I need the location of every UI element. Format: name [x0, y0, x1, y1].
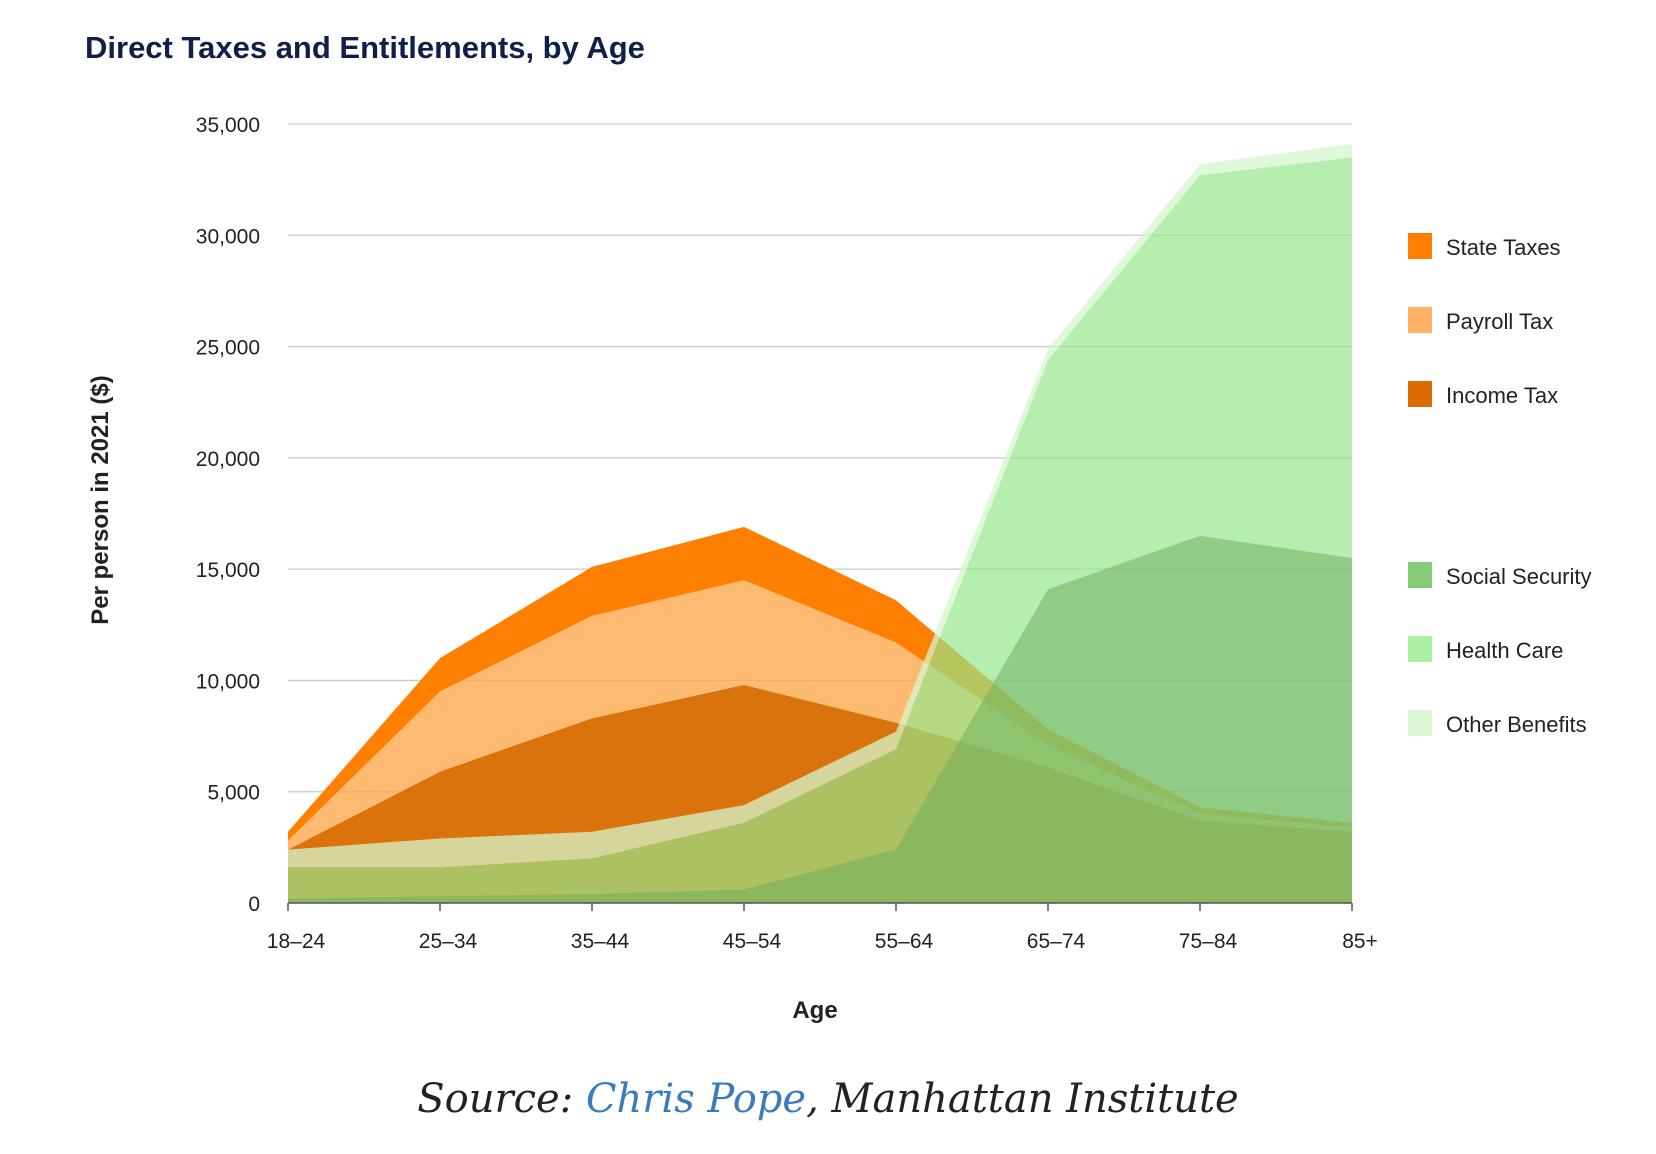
y-tick-label: 5,000 [207, 782, 260, 805]
legend-label-social-security: Social Security [1446, 564, 1592, 589]
legend-swatch-income-tax [1408, 381, 1432, 407]
y-tick-label: 30,000 [196, 225, 260, 248]
y-axis-title: Per person in 2021 ($) [87, 375, 114, 624]
legend-swatch-other-benefits [1408, 710, 1432, 736]
legend-label-state-taxes: State Taxes [1446, 235, 1561, 260]
y-axis-ticks: 0 5,000 10,000 15,000 20,000 25,000 30,000 35,0… [196, 114, 260, 916]
legend-label-payroll-tax: Payroll Tax [1446, 309, 1553, 334]
plot-areas [288, 144, 1352, 903]
source-prefix: Source: [417, 1076, 586, 1122]
x-tick-label: 45–54 [723, 930, 782, 953]
legend-label-health-care: Health Care [1446, 638, 1563, 663]
legend-label-other-benefits: Other Benefits [1446, 712, 1587, 737]
chart-title: Direct Taxes and Entitlements, by Age [85, 30, 645, 65]
y-tick-label: 35,000 [196, 114, 260, 137]
x-tick-label: 25–34 [419, 930, 478, 953]
x-tick-label: 35–44 [571, 930, 630, 953]
y-tick-label: 10,000 [196, 670, 260, 693]
y-tick-label: 15,000 [196, 559, 260, 582]
x-tick-label: 55–64 [875, 930, 934, 953]
legend-swatch-social-security [1408, 562, 1432, 588]
legend: State Taxes Payroll Tax Income Tax Social S… [1408, 233, 1592, 737]
source-author-link[interactable]: Chris Pope [586, 1076, 806, 1122]
legend-swatch-state-taxes [1408, 233, 1432, 259]
legend-swatch-health-care [1408, 636, 1432, 662]
x-tick-label: 85+ [1342, 930, 1378, 953]
y-tick-label: 0 [248, 893, 260, 916]
x-tick-label: 75–84 [1179, 930, 1238, 953]
x-axis: 18–24 25–34 35–44 45–54 55–64 65–74 75–84 85+ [267, 902, 1378, 953]
area-social-security [288, 535, 1352, 903]
source-caption: Source: Chris Pope, Manhattan Institute [417, 1076, 1238, 1122]
x-tick-label: 65–74 [1027, 930, 1086, 953]
y-tick-label: 25,000 [196, 337, 260, 360]
legend-swatch-payroll-tax [1408, 307, 1432, 333]
area-payroll-tax [288, 580, 1352, 850]
x-tick-label: 18–24 [267, 930, 326, 953]
x-axis-title: Age [792, 997, 837, 1024]
area-health-care [288, 157, 1352, 899]
legend-label-income-tax: Income Tax [1446, 383, 1558, 408]
y-tick-label: 20,000 [196, 448, 260, 471]
source-suffix: , Manhattan Institute [806, 1076, 1239, 1122]
